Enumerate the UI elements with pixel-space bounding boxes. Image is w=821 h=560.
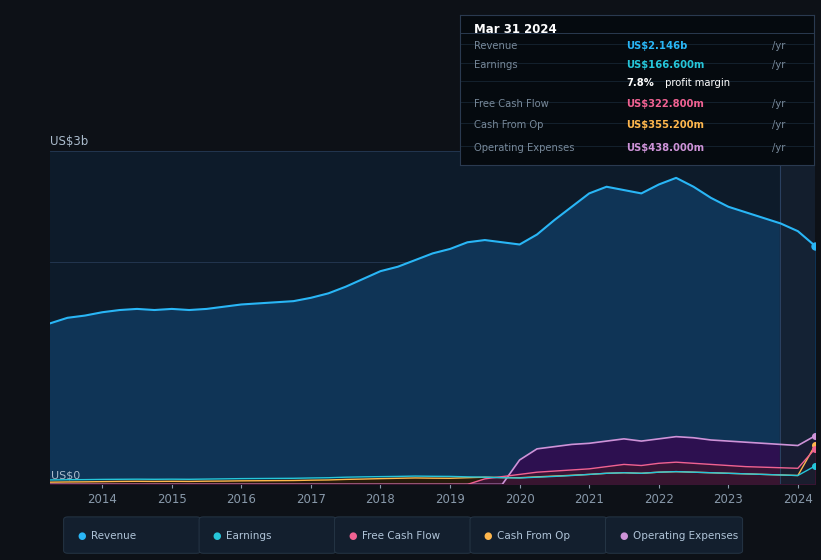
Text: 7.8%: 7.8% xyxy=(626,78,654,88)
Text: ●: ● xyxy=(348,531,357,541)
Text: Revenue: Revenue xyxy=(474,41,517,50)
Text: Free Cash Flow: Free Cash Flow xyxy=(362,531,440,541)
Text: Earnings: Earnings xyxy=(226,531,272,541)
Bar xyxy=(781,151,815,484)
Text: ●: ● xyxy=(484,531,493,541)
Text: ●: ● xyxy=(619,531,628,541)
Text: /yr: /yr xyxy=(772,143,785,153)
Text: /yr: /yr xyxy=(772,120,785,130)
Text: Cash From Op: Cash From Op xyxy=(498,531,570,541)
Text: US$0: US$0 xyxy=(51,470,80,480)
Text: US$2.146b: US$2.146b xyxy=(626,41,688,50)
Text: profit margin: profit margin xyxy=(662,78,730,88)
Text: Earnings: Earnings xyxy=(474,60,517,70)
Text: Free Cash Flow: Free Cash Flow xyxy=(474,99,548,109)
Text: US$355.200m: US$355.200m xyxy=(626,120,704,130)
Text: /yr: /yr xyxy=(772,41,785,50)
Text: Operating Expenses: Operating Expenses xyxy=(633,531,738,541)
Text: US$438.000m: US$438.000m xyxy=(626,143,704,153)
Text: US$3b: US$3b xyxy=(50,136,89,148)
Text: /yr: /yr xyxy=(772,60,785,70)
Text: Cash From Op: Cash From Op xyxy=(474,120,544,130)
Text: Revenue: Revenue xyxy=(90,531,135,541)
Text: Operating Expenses: Operating Expenses xyxy=(474,143,575,153)
Text: US$322.800m: US$322.800m xyxy=(626,99,704,109)
Text: Mar 31 2024: Mar 31 2024 xyxy=(474,22,557,36)
Text: /yr: /yr xyxy=(772,99,785,109)
Text: ●: ● xyxy=(213,531,222,541)
Text: ●: ● xyxy=(77,531,86,541)
Text: US$166.600m: US$166.600m xyxy=(626,60,705,70)
